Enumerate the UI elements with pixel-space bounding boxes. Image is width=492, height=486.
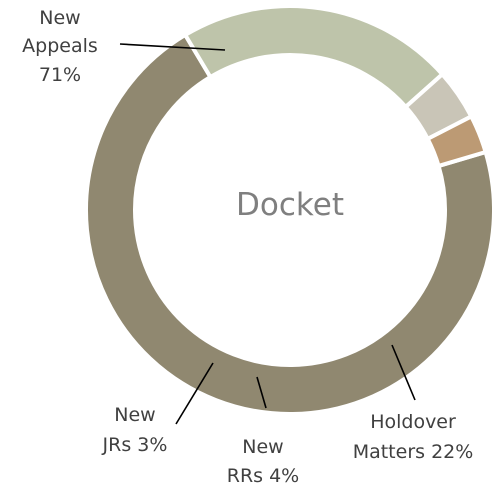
leader-line-new-rrs xyxy=(256,376,267,409)
data-label-new-rrs-line-1: New xyxy=(242,436,283,458)
leader-line-new-jrs xyxy=(175,362,214,425)
slice-new-jrs xyxy=(425,113,489,169)
slice-holdover-matters xyxy=(182,4,446,110)
data-label-new-rrs: New RRs 4% xyxy=(227,436,299,486)
data-label-new-appeals-line-3: 71% xyxy=(39,64,81,86)
data-label-new-rrs-line-2: RRs 4% xyxy=(227,465,299,486)
data-label-new-appeals-line-1: New xyxy=(39,7,80,29)
slice-new-appeals xyxy=(84,32,492,416)
leader-line-holdover-matters xyxy=(391,344,416,401)
leader-lines-group xyxy=(119,43,416,425)
data-label-new-jrs-line-2: JRs 3% xyxy=(102,434,168,456)
chart-title: Docket xyxy=(236,187,344,223)
leader-line-new-appeals xyxy=(119,43,226,51)
slices-group xyxy=(84,4,492,416)
data-label-new-jrs: New JRs 3% xyxy=(102,404,168,456)
data-label-new-jrs-line-1: New xyxy=(114,404,155,426)
data-label-new-appeals: New Appeals 71% xyxy=(22,7,98,86)
data-labels-group: New Appeals 71% Holdover Matters 22% New RRs 4… xyxy=(22,7,473,486)
data-label-holdover-matters: Holdover Matters 22% xyxy=(353,411,474,463)
data-label-holdover-matters-line-2: Matters 22% xyxy=(353,441,474,463)
data-label-holdover-matters-line-1: Holdover xyxy=(370,411,456,433)
data-label-new-appeals-line-2: Appeals xyxy=(22,35,98,57)
